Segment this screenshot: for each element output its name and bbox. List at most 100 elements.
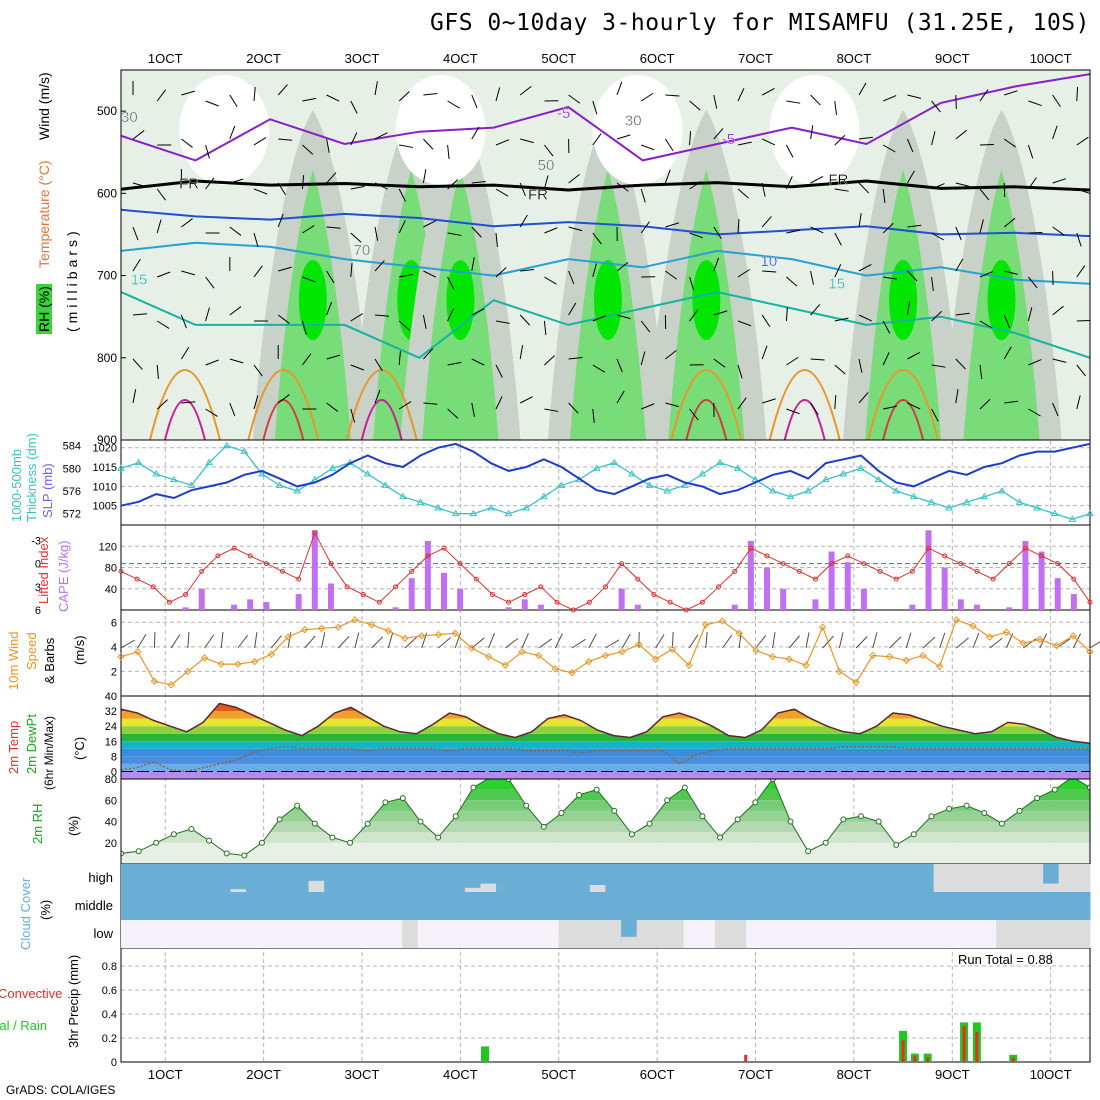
lifted-index-point: [1006, 561, 1012, 567]
cloud-cell-high: [714, 864, 732, 892]
thickness-point: [945, 504, 953, 511]
temperature-band: [121, 733, 1090, 742]
cloud-cell-high: [324, 864, 341, 892]
rh-point: [576, 791, 583, 798]
wind-barb: [1003, 346, 1012, 360]
wind-speed-point: [184, 667, 192, 676]
wind-barb-10m: [120, 639, 136, 649]
cloud-cell-low: [214, 920, 231, 948]
cape-tick-label: 80: [105, 563, 117, 575]
contour-label: FR: [828, 172, 848, 189]
wind-barb: [689, 232, 703, 239]
rh-point: [699, 813, 706, 820]
wind-barb-10m: [588, 633, 597, 649]
x-tick-label-bottom: 8OCT: [837, 1067, 872, 1082]
wind-barb: [205, 100, 219, 107]
wind-barb: [761, 216, 772, 228]
isotherm-line: [121, 208, 1090, 238]
thickness-point: [557, 481, 566, 488]
wind-barb: [132, 130, 145, 140]
lifted-index-point: [118, 568, 124, 574]
thickness-line: [120, 444, 1091, 520]
wind-barb: [350, 408, 356, 423]
wind-barb-10m: [488, 632, 496, 649]
wind-barb: [592, 133, 602, 146]
wind-barb: [665, 94, 680, 97]
wind-barb: [374, 358, 383, 372]
thickness-point: [152, 470, 161, 477]
thickness-point: [874, 475, 883, 483]
wind-barb: [786, 408, 800, 415]
cloud-cell-middle: [199, 892, 216, 920]
cloud-cell-high: [542, 864, 560, 892]
cape-bar: [1022, 540, 1029, 610]
wind-speed-point: [601, 651, 610, 660]
cloud-cell-high: [621, 864, 638, 892]
temperature-bands: [121, 703, 1090, 779]
rh-point: [276, 816, 283, 823]
wind-speed-point: [702, 621, 710, 629]
cape-bar: [327, 583, 334, 610]
rh-contour-region-saturated: [298, 260, 327, 340]
cape-bar: [1006, 607, 1013, 610]
rh-point: [294, 802, 301, 809]
wind-barb: [302, 353, 312, 366]
cloud-cell-partial: [1058, 869, 1075, 892]
wind-barb: [326, 226, 341, 229]
cloud-cell-high: [777, 864, 794, 892]
rh-point: [170, 831, 177, 838]
wind-barb-10m: [270, 635, 282, 649]
cloud-cell-partial: [933, 872, 950, 892]
lifted-index-point: [1039, 553, 1045, 559]
isotherm-line: [121, 73, 1090, 162]
cloud-cell-middle: [230, 892, 247, 920]
wind-barb-10m: [1072, 633, 1082, 649]
thickness-point: [1050, 509, 1059, 517]
cloud-cell-low: [277, 920, 294, 948]
wind-barb: [253, 87, 256, 102]
wind-barb: [713, 128, 724, 140]
cloud-cell-middle: [292, 892, 310, 920]
lifted-index-point: [974, 568, 980, 574]
wind-barb-10m: [554, 633, 563, 649]
wind-barb: [350, 185, 365, 190]
wind-tick-label: 2: [111, 666, 117, 678]
rh-point: [523, 802, 530, 809]
lifted-index-point: [796, 568, 802, 574]
wind-barb: [495, 320, 510, 324]
cloud-cell-partial: [636, 931, 653, 948]
rh-point: [734, 816, 741, 823]
thickness-point: [1068, 515, 1077, 522]
chart-title: GFS 0~10day 3-hourly for MISAMFU (31.25E…: [430, 10, 1090, 36]
wind-barb: [713, 226, 722, 240]
wind-barb: [398, 401, 412, 410]
wind-speed-point: [234, 660, 242, 668]
wind-barb: [1003, 138, 1016, 148]
wind-barb: [689, 276, 695, 291]
cloud-cell-low: [964, 920, 982, 948]
contour-label: 15: [131, 272, 148, 289]
temp-tick-label: 24: [105, 721, 117, 733]
cloud-cell-middle: [386, 892, 403, 920]
wind-barb: [737, 364, 743, 379]
wind-barb-10m: [788, 635, 800, 649]
wind-barb: [350, 232, 362, 243]
cloud-cell-low: [261, 920, 278, 948]
wind-barb: [447, 144, 450, 159]
cloud-cell-partial: [589, 885, 606, 892]
wind-barb: [592, 263, 597, 278]
wind-speed-point: [718, 617, 727, 625]
rh-point: [206, 837, 213, 844]
wind-barb: [931, 232, 944, 241]
temperature-band: [121, 763, 1090, 772]
wind-speed-point: [468, 644, 476, 652]
wind-barb: [786, 276, 798, 287]
wind-barb: [471, 126, 480, 140]
cloud-cell-low: [871, 920, 888, 948]
wind-barb-10m: [304, 635, 316, 649]
cape-bar: [537, 604, 544, 610]
x-tick-label-top: 7OCT: [738, 51, 773, 66]
cloud-cell-middle: [214, 892, 231, 920]
wind-barb: [544, 355, 555, 366]
cloud-cell-high: [605, 864, 622, 892]
